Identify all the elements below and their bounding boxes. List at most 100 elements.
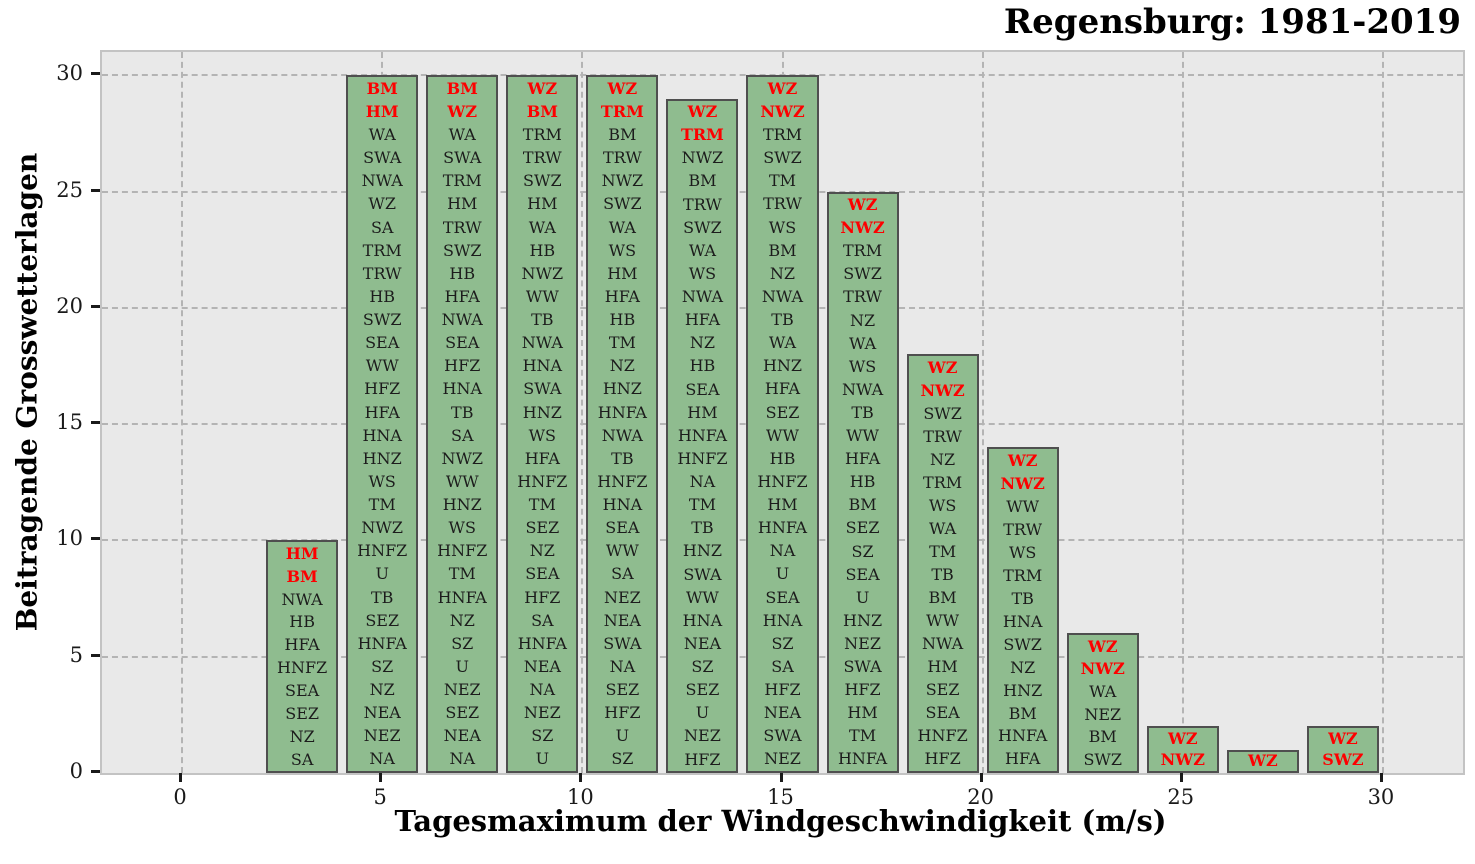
bar-label: BM	[768, 240, 797, 260]
bar: WZ NWZ SWZ TRW NZ TRM WS WA TM TB BM WW NWA HM SEZ SEA H…	[906, 354, 979, 773]
bar-label: TB	[370, 587, 394, 607]
bar-label: SZ	[531, 726, 554, 746]
bar: WZ SWZ	[1306, 726, 1379, 773]
bar-label: WZ	[1167, 729, 1198, 749]
bar-label: SWZ	[1083, 749, 1122, 769]
bar-label: SA	[531, 610, 554, 630]
bar-label: TM	[849, 726, 877, 746]
bar-label: HFZ	[764, 680, 801, 700]
bar-label: WW	[365, 356, 399, 376]
y-tick-label: 5	[69, 642, 83, 667]
x-tick-label: 0	[173, 785, 187, 809]
bar-label: HM	[607, 263, 638, 283]
bar-label: WW	[1006, 496, 1040, 516]
bar-label: U	[375, 564, 389, 584]
bar-label: NZ	[289, 726, 315, 746]
bar-label: WZ	[607, 78, 638, 98]
bar-label: TRM	[600, 101, 644, 121]
bar-label: HNZ	[1003, 680, 1043, 700]
bar-label: SEA	[285, 680, 320, 700]
bar-label: NA	[609, 656, 636, 676]
x-tick-mark	[979, 773, 983, 782]
bar-label: NEZ	[443, 680, 481, 700]
x-tick-mark	[179, 773, 183, 782]
bar-label: WW	[685, 587, 719, 607]
v-gridline	[181, 52, 184, 773]
bar-label: TRW	[923, 426, 962, 446]
bar-label: SZ	[851, 541, 874, 561]
bar-label: HNFA	[517, 633, 567, 653]
bar-label: U	[615, 726, 630, 746]
bar-label: WZ	[1328, 729, 1358, 749]
bar-label: WW	[525, 286, 559, 306]
x-tick-mark	[379, 773, 383, 782]
bar-label: NWA	[521, 333, 563, 353]
x-tick-label: 30	[1367, 785, 1395, 809]
bar: WZ BM TRM TRW SWZ HM WA HB NWZ WW TB NWA HNA SWA HNZ WS…	[506, 75, 579, 773]
y-tick-mark	[91, 653, 100, 657]
bar-label: SA	[370, 217, 394, 237]
bar-label: WZ	[927, 357, 958, 377]
bar-label: HNZ	[602, 379, 642, 399]
bar-label: WZ	[368, 194, 396, 214]
bar-label: SEA	[845, 564, 880, 584]
bar-label: SEA	[685, 379, 720, 399]
bar-label: TRM	[362, 240, 402, 260]
bar-label: HNZ	[843, 610, 883, 630]
bar-label: TRM	[1003, 565, 1043, 585]
bar-label: WS	[528, 425, 557, 445]
bar-label: HFA	[284, 635, 320, 655]
bar-label: SWZ	[843, 264, 882, 284]
bar-label: SEZ	[925, 680, 960, 700]
bar-label: SA	[290, 749, 314, 769]
bar-label: SZ	[371, 656, 394, 676]
bar-label: WA	[448, 125, 476, 145]
bar-label: U	[695, 703, 710, 723]
bar-label: WW	[926, 611, 960, 631]
bar-label: TB	[611, 448, 634, 468]
bar-label: HM	[365, 101, 399, 121]
bar-label: NEZ	[684, 726, 721, 746]
bar-label: TRM	[923, 473, 963, 493]
bar-label: BM	[848, 495, 877, 515]
bar-label: SWZ	[362, 310, 402, 330]
bar-label: HFA	[844, 449, 881, 469]
bar-label: HNFZ	[677, 448, 728, 468]
bar: WZ NWZ	[1146, 726, 1219, 773]
bar-label: HM	[447, 194, 478, 214]
bar-label: HNZ	[442, 495, 482, 515]
bar-label: NZ	[769, 263, 796, 283]
bar-label: TRW	[362, 263, 402, 283]
bar-label: NEZ	[1084, 704, 1122, 724]
bar-label: HNA	[362, 425, 402, 445]
bar-label: SWZ	[683, 217, 722, 237]
bar-label: HNZ	[522, 402, 562, 422]
bar-label: BM	[446, 78, 478, 98]
bar-label: TB	[931, 565, 954, 585]
bar-label: NWZ	[521, 263, 564, 283]
bar-label: TRW	[843, 287, 882, 307]
bar-label: WA	[768, 333, 797, 353]
bar-label: SEZ	[845, 518, 880, 538]
bar-label: NZ	[529, 541, 555, 561]
bar-label: NWA	[601, 425, 643, 445]
bar-label: WA	[848, 333, 877, 353]
bar-label: HNFA	[437, 587, 487, 607]
bar-label: HFZ	[604, 703, 641, 723]
bar-label: TB	[771, 310, 794, 330]
bar-label: HB	[369, 286, 396, 306]
y-tick-mark	[91, 188, 100, 192]
bar-label: BM	[928, 588, 957, 608]
bar-label: SWA	[683, 564, 722, 584]
bar-label: HNFA	[357, 633, 407, 653]
bar-label: HFA	[1005, 749, 1041, 769]
bar-label: BM	[608, 125, 637, 145]
bar-label: NEZ	[603, 587, 641, 607]
bar-label: NWA	[361, 171, 403, 191]
bar-label: NWA	[922, 634, 964, 654]
bar-label: WS	[608, 240, 637, 260]
bar-label: BM	[688, 171, 717, 191]
bar-label: HNA	[602, 495, 643, 515]
bar-label: SZ	[691, 657, 714, 677]
bar-label: TM	[608, 333, 636, 353]
